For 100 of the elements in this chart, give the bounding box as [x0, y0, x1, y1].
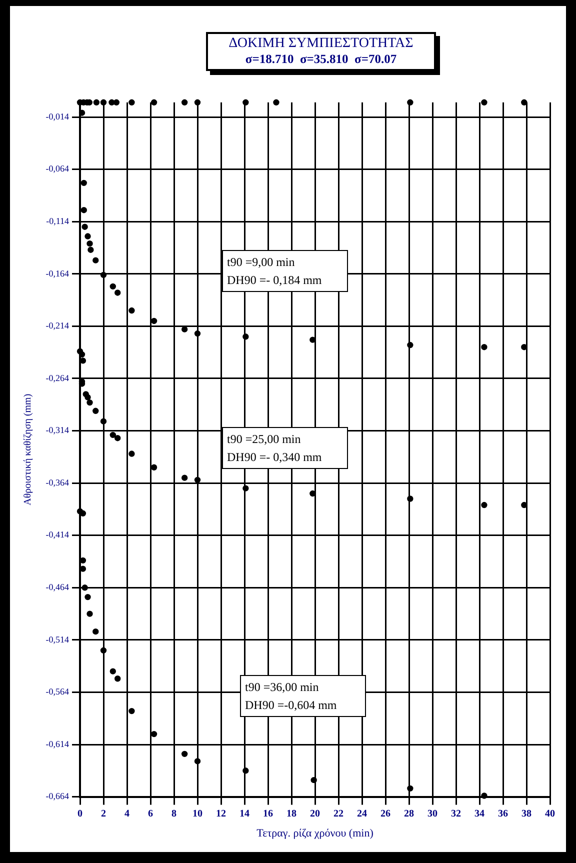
point	[194, 99, 201, 106]
point	[242, 334, 249, 340]
y-tick-label: -0,464	[46, 582, 70, 592]
point	[110, 283, 116, 290]
point	[521, 99, 528, 106]
annotation: t90 =25,00 min	[227, 431, 302, 448]
point	[110, 668, 116, 674]
point	[84, 594, 91, 600]
chart-subtitle: σ=18.710 σ=35.810 σ=70.07	[244, 52, 398, 67]
point	[92, 257, 99, 264]
y-tick-label: -0,064	[46, 164, 70, 174]
x-tick-label: 4	[124, 808, 130, 820]
point	[100, 647, 107, 654]
point	[92, 408, 99, 414]
x-tick-label: 38	[522, 808, 532, 820]
point	[84, 394, 91, 400]
point	[114, 434, 121, 442]
point	[128, 307, 135, 314]
point	[100, 272, 107, 278]
point	[150, 99, 158, 106]
point	[481, 502, 488, 508]
y-tick-label: -0,364	[46, 477, 70, 488]
point	[242, 99, 249, 106]
x-tick-label: 2	[101, 808, 106, 820]
y-tick-label: -0,014	[46, 111, 70, 122]
point	[128, 450, 135, 457]
x-tick-label: 10	[192, 808, 202, 820]
point	[86, 240, 93, 247]
point	[150, 464, 158, 470]
x-tick-label: 40	[545, 808, 555, 820]
point	[82, 584, 88, 591]
x-tick-label: 30	[428, 808, 438, 820]
point	[481, 99, 488, 106]
point	[92, 628, 99, 635]
x-tick-label: 32	[451, 808, 461, 820]
x-axis-title: Τετραγ. ρίζα χρόνου (min)	[256, 827, 374, 840]
y-tick-label: -0,264	[46, 372, 70, 383]
point	[80, 180, 87, 186]
point	[100, 418, 107, 424]
x-tick-label: 28	[404, 808, 414, 820]
point	[481, 344, 488, 350]
x-tick-label: 8	[172, 808, 176, 820]
point	[273, 99, 280, 106]
x-tick-label: 6	[148, 808, 153, 820]
point	[110, 432, 116, 438]
point	[78, 351, 86, 358]
point	[93, 99, 100, 106]
point	[150, 730, 158, 738]
x-tick-label: 22	[334, 808, 344, 820]
point	[86, 610, 93, 617]
point	[128, 99, 135, 106]
point	[407, 99, 414, 106]
point	[310, 776, 317, 784]
y-tick-label: -0,564	[46, 686, 70, 697]
point	[88, 246, 94, 253]
point	[114, 290, 121, 296]
point	[181, 326, 188, 332]
x-tick-label: 12	[216, 808, 226, 820]
point	[100, 99, 107, 106]
annotation: DH90 =- 0,184 mm	[227, 272, 323, 289]
x-tick-label: 16	[263, 808, 273, 820]
x-tick-label: 26	[380, 808, 390, 820]
point	[242, 768, 249, 774]
point	[128, 708, 135, 714]
point	[242, 485, 249, 492]
point	[86, 399, 93, 406]
point	[194, 758, 201, 764]
y-tick-label: -0,314	[46, 425, 70, 436]
y-tick-label: -0,164	[46, 268, 70, 278]
y-axis-title: Αθροιστική καθίζηση (mm)	[22, 394, 34, 506]
point	[114, 676, 121, 682]
x-tick-label: 14	[240, 808, 250, 820]
y-tick-label: -0,114	[46, 216, 70, 226]
point	[481, 792, 488, 799]
x-tick-label: 34	[474, 808, 484, 820]
y-tick-label: -0,514	[46, 634, 70, 644]
chart-title: ΔΟΚΙΜΗ ΣΥΜΠΙΕΣΤΟΤΗΤΑΣ	[228, 36, 414, 52]
point	[78, 110, 86, 116]
y-tick-label: -0,214	[46, 320, 70, 331]
annotation: t90 =36,00 min	[245, 679, 320, 696]
x-tick-label: 20	[310, 808, 320, 820]
point	[407, 496, 414, 502]
annotation: t90 =9,00 min	[227, 254, 296, 271]
point	[113, 99, 120, 106]
point	[181, 99, 188, 106]
x-tick-label: 24	[357, 808, 367, 820]
x-tick-label: 18	[286, 808, 296, 820]
point	[80, 207, 87, 214]
point	[407, 342, 414, 348]
annotation: DH90 =- 0,340 mm	[227, 449, 323, 466]
y-tick-label: -0,414	[46, 530, 70, 540]
point	[150, 318, 158, 324]
point	[181, 750, 188, 758]
point	[181, 474, 188, 481]
point	[194, 476, 201, 484]
point	[82, 224, 88, 230]
x-tick-label: 36	[498, 808, 508, 820]
y-tick-label: -0,664	[46, 791, 70, 802]
point	[84, 233, 91, 240]
point	[194, 330, 201, 337]
